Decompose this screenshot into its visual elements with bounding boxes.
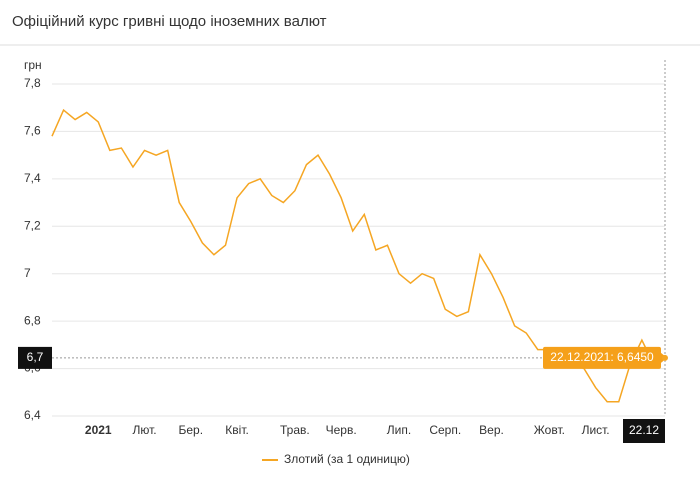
y-tick-label: 6,8 bbox=[24, 313, 41, 327]
y-tick-label: 7 bbox=[24, 266, 31, 280]
y-tick-label: 7,2 bbox=[24, 218, 41, 232]
y-tick-label: 7,8 bbox=[24, 76, 41, 90]
y-unit: грн bbox=[24, 58, 42, 72]
crosshair-y-label: 6,7 bbox=[27, 350, 44, 364]
crosshair-y-box bbox=[18, 346, 52, 369]
x-tick-label: Трав. bbox=[280, 423, 310, 437]
x-tick-label: Лист. bbox=[582, 423, 610, 437]
y-tick-label: 7,6 bbox=[24, 124, 41, 138]
tooltip-box bbox=[543, 346, 661, 369]
x-tick-label: Черв. bbox=[326, 423, 357, 437]
x-tick-label: Лип. bbox=[387, 423, 411, 437]
x-tick-label: Вер. bbox=[479, 423, 504, 437]
x-tick-label: Лют. bbox=[132, 423, 156, 437]
x-tick-label: Бер. bbox=[179, 423, 204, 437]
tooltip-text: 22.12.2021: 6,6450 bbox=[550, 350, 654, 364]
page-title: Офіційний курс гривні щодо іноземних вал… bbox=[12, 13, 327, 30]
hover-point bbox=[662, 354, 668, 361]
crosshair-x-label: 22.12 bbox=[629, 423, 659, 437]
y-tick-label: 6,4 bbox=[24, 408, 41, 422]
x-tick-label: Серп. bbox=[429, 423, 461, 437]
x-tick-label: Квіт. bbox=[225, 423, 249, 437]
x-tick-label: Жовт. bbox=[534, 423, 565, 437]
legend-label: Злотий (за 1 одиницю) bbox=[284, 452, 410, 466]
x-tick-label: 2021 bbox=[85, 423, 112, 437]
y-tick-label: 7,4 bbox=[24, 171, 41, 185]
crosshair-x-box bbox=[623, 419, 665, 443]
